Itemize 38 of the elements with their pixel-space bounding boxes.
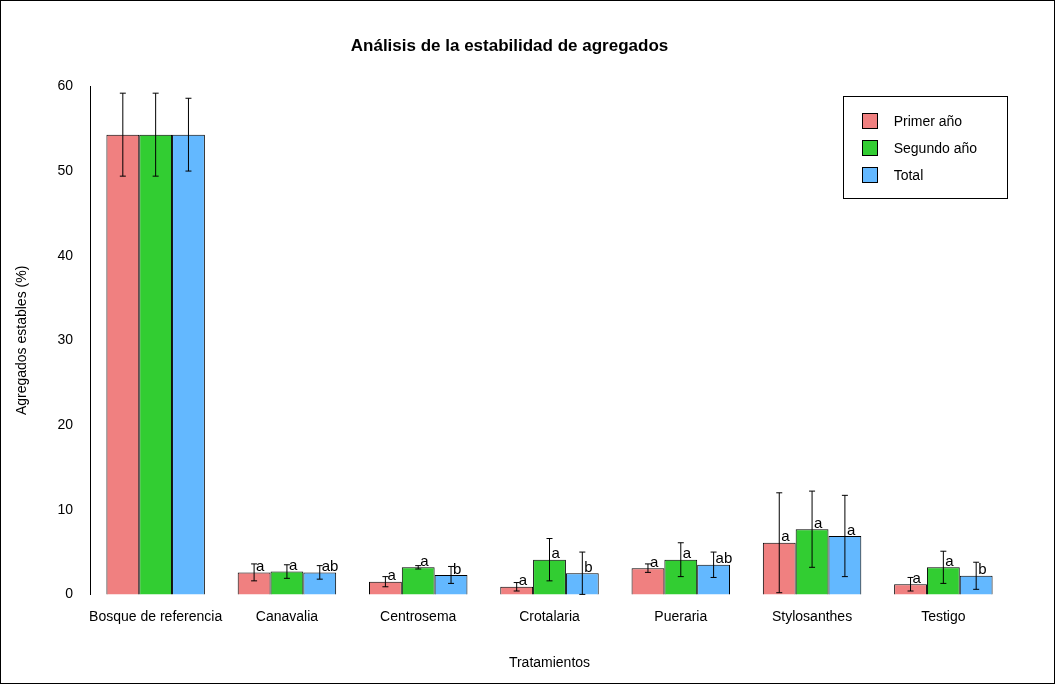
data-label: ab — [715, 549, 733, 567]
data-label: a — [945, 551, 955, 569]
chart-title: Análisis de la estabilidad de agregados — [350, 35, 669, 55]
data-label: a — [814, 513, 824, 531]
data-label: a — [649, 552, 659, 570]
x-tick-label: Testigo — [921, 607, 966, 624]
data-label: a — [387, 566, 397, 584]
legend-label: Segundo año — [893, 139, 977, 156]
y-tick-label: 60 — [57, 77, 74, 94]
legend-label: Total — [893, 166, 924, 183]
data-label: ab — [321, 557, 339, 575]
x-axis-title: Tratamientos — [508, 654, 591, 671]
y-tick-label: 40 — [57, 246, 74, 263]
data-label: a — [846, 520, 856, 538]
data-label: b — [978, 560, 987, 578]
data-label: a — [518, 571, 528, 589]
data-label: a — [781, 527, 791, 545]
y-tick-label: 30 — [57, 331, 74, 348]
x-tick-label: Canavalia — [255, 607, 319, 624]
data-label: b — [453, 559, 462, 577]
y-tick-label: 10 — [57, 500, 74, 517]
data-label: a — [551, 544, 561, 562]
y-tick-label: 20 — [57, 415, 74, 432]
data-label: a — [256, 557, 266, 575]
x-tick-label: Bosque de referencia — [89, 607, 223, 624]
y-tick-label: 50 — [57, 161, 74, 178]
data-label: a — [912, 568, 922, 586]
data-label: a — [288, 556, 298, 574]
y-tick-label: 0 — [65, 585, 74, 602]
data-label: a — [682, 544, 692, 562]
x-tick-label: Crotalaria — [519, 607, 581, 624]
legend-label: Primer año — [893, 112, 963, 129]
x-tick-label: Pueraria — [654, 607, 708, 624]
data-label: b — [584, 557, 593, 575]
x-tick-label: Stylosanthes — [771, 607, 853, 624]
x-tick-label: Centrosema — [380, 607, 457, 624]
y-axis-title: Agregados estables (%) — [13, 265, 30, 416]
data-label: a — [420, 551, 430, 569]
